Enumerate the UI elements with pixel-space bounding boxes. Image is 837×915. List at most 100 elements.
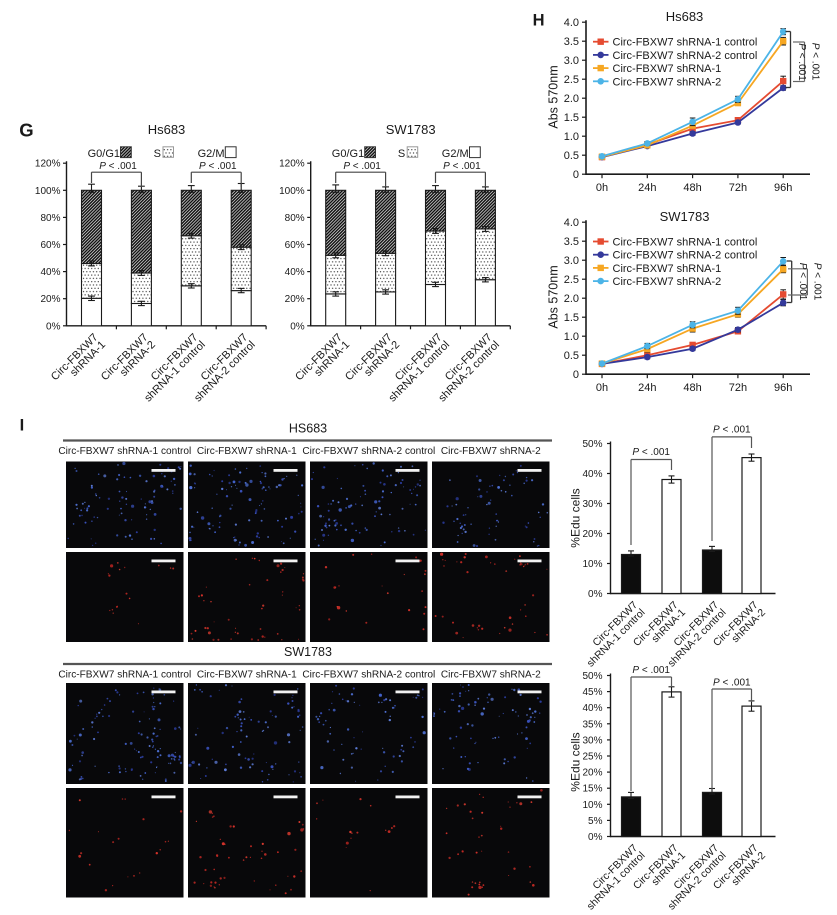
- svg-text:G0/G1: G0/G1: [88, 148, 120, 160]
- svg-text:40%: 40%: [582, 703, 602, 714]
- svg-text:5%: 5%: [588, 816, 603, 827]
- svg-text:120%: 120%: [279, 159, 305, 170]
- svg-text:SW1783: SW1783: [386, 122, 436, 137]
- svg-text:60%: 60%: [285, 240, 305, 251]
- svg-text:Circ-FBXW7 shRNA-2: Circ-FBXW7 shRNA-2: [613, 276, 722, 288]
- svg-text:Abs 570nm: Abs 570nm: [547, 65, 561, 128]
- svg-text:0: 0: [573, 369, 579, 381]
- svg-text:Circ-FBXW7 shRNA-1: Circ-FBXW7 shRNA-1: [613, 63, 722, 75]
- svg-text:Circ-FBXW7 shRNA-2 control: Circ-FBXW7 shRNA-2 control: [613, 250, 758, 262]
- svg-text:P < .001: P < .001: [713, 678, 751, 689]
- svg-text:P < .001: P < .001: [812, 263, 823, 301]
- svg-text:20%: 20%: [40, 294, 60, 305]
- svg-text:48h: 48h: [683, 382, 701, 394]
- svg-text:0.5: 0.5: [564, 150, 579, 162]
- svg-text:Circ-FBXW7 shRNA-2 control: Circ-FBXW7 shRNA-2 control: [302, 670, 435, 681]
- svg-text:Circ-FBXW7 shRNA-2: Circ-FBXW7 shRNA-2: [441, 446, 541, 457]
- svg-text:24h: 24h: [638, 382, 656, 394]
- svg-text:96h: 96h: [774, 382, 792, 394]
- svg-text:SW1783: SW1783: [284, 645, 332, 659]
- svg-text:HS683: HS683: [289, 422, 327, 436]
- svg-text:40%: 40%: [40, 267, 60, 278]
- svg-text:72h: 72h: [729, 182, 747, 194]
- svg-text:Circ-FBXW7 shRNA-1: Circ-FBXW7 shRNA-1: [197, 446, 297, 457]
- svg-text:1.5: 1.5: [564, 112, 579, 124]
- svg-text:100%: 100%: [279, 186, 305, 197]
- svg-text:48h: 48h: [683, 182, 701, 194]
- svg-text:45%: 45%: [582, 687, 602, 698]
- svg-text:Circ-FBXW7 shRNA-2: Circ-FBXW7 shRNA-2: [613, 76, 722, 88]
- svg-text:%Edu cells: %Edu cells: [569, 732, 583, 791]
- svg-text:P < .001: P < .001: [443, 161, 481, 172]
- svg-text:0: 0: [573, 169, 579, 181]
- svg-text:80%: 80%: [285, 213, 305, 224]
- svg-text:96h: 96h: [774, 182, 792, 194]
- svg-text:0%: 0%: [46, 321, 61, 332]
- svg-text:0h: 0h: [596, 382, 608, 394]
- svg-text:G2/M: G2/M: [198, 148, 225, 160]
- svg-text:10%: 10%: [582, 800, 602, 811]
- svg-text:Abs 570nm: Abs 570nm: [547, 265, 561, 328]
- svg-text:Circ-FBXW7 shRNA-1 control: Circ-FBXW7 shRNA-1 control: [613, 37, 758, 49]
- svg-text:15%: 15%: [582, 784, 602, 795]
- svg-text:1.0: 1.0: [564, 131, 579, 143]
- svg-text:%Edu cells: %Edu cells: [569, 488, 583, 547]
- svg-text:120%: 120%: [35, 159, 61, 170]
- svg-text:25%: 25%: [582, 752, 602, 763]
- svg-text:3.5: 3.5: [564, 236, 579, 248]
- svg-text:20%: 20%: [285, 294, 305, 305]
- svg-text:0%: 0%: [588, 832, 603, 843]
- svg-text:H: H: [533, 12, 545, 30]
- svg-text:20%: 20%: [582, 768, 602, 779]
- svg-text:Hs683: Hs683: [148, 122, 186, 137]
- svg-text:72h: 72h: [729, 382, 747, 394]
- svg-text:I: I: [20, 417, 25, 435]
- svg-text:Circ-FBXW7 shRNA-2 control: Circ-FBXW7 shRNA-2 control: [302, 446, 435, 457]
- svg-text:P < .001: P < .001: [199, 161, 237, 172]
- svg-text:P < .001: P < .001: [796, 43, 807, 81]
- svg-text:G0/G1: G0/G1: [332, 148, 364, 160]
- svg-text:10%: 10%: [582, 559, 602, 570]
- svg-text:0%: 0%: [588, 589, 603, 600]
- svg-text:4.0: 4.0: [564, 217, 579, 229]
- svg-text:Circ-FBXW7 shRNA-1 control: Circ-FBXW7 shRNA-1 control: [58, 670, 191, 681]
- svg-text:50%: 50%: [582, 439, 602, 450]
- svg-text:3.0: 3.0: [564, 255, 579, 267]
- svg-text:1.0: 1.0: [564, 331, 579, 343]
- svg-text:S: S: [154, 148, 161, 160]
- svg-text:Hs683: Hs683: [666, 9, 704, 24]
- svg-text:0h: 0h: [596, 182, 608, 194]
- svg-text:0.5: 0.5: [564, 350, 579, 362]
- svg-text:Circ-FBXW7 shRNA-1: Circ-FBXW7 shRNA-1: [613, 263, 722, 275]
- svg-text:G2/M: G2/M: [442, 148, 469, 160]
- svg-text:Circ-FBXW7 shRNA-1: Circ-FBXW7 shRNA-1: [197, 670, 297, 681]
- svg-text:1.5: 1.5: [564, 312, 579, 324]
- svg-text:80%: 80%: [40, 213, 60, 224]
- svg-text:P < .001: P < .001: [632, 447, 670, 458]
- svg-text:35%: 35%: [582, 719, 602, 730]
- svg-text:60%: 60%: [40, 240, 60, 251]
- svg-text:40%: 40%: [285, 267, 305, 278]
- svg-text:2.5: 2.5: [564, 274, 579, 286]
- svg-text:30%: 30%: [582, 735, 602, 746]
- svg-text:Circ-FBXW7 shRNA-2 control: Circ-FBXW7 shRNA-2 control: [613, 50, 758, 62]
- svg-text:4.0: 4.0: [564, 17, 579, 29]
- svg-text:20%: 20%: [582, 529, 602, 540]
- svg-text:SW1783: SW1783: [660, 209, 710, 224]
- svg-text:3.5: 3.5: [564, 36, 579, 48]
- svg-text:2.0: 2.0: [564, 93, 579, 105]
- svg-text:P < .001: P < .001: [797, 263, 808, 301]
- svg-text:2.0: 2.0: [564, 293, 579, 305]
- svg-text:Circ-FBXW7 shRNA-1 control: Circ-FBXW7 shRNA-1 control: [58, 446, 191, 457]
- svg-text:Circ-FBXW7 shRNA-2: Circ-FBXW7 shRNA-2: [441, 670, 541, 681]
- svg-text:P < .001: P < .001: [810, 43, 821, 81]
- svg-text:24h: 24h: [638, 182, 656, 194]
- svg-text:P < .001: P < .001: [99, 161, 137, 172]
- svg-text:50%: 50%: [582, 671, 602, 682]
- svg-text:30%: 30%: [582, 499, 602, 510]
- svg-text:Circ-FBXW7 shRNA-1 control: Circ-FBXW7 shRNA-1 control: [613, 237, 758, 249]
- svg-text:2.5: 2.5: [564, 74, 579, 86]
- svg-text:P < .001: P < .001: [343, 161, 381, 172]
- svg-text:40%: 40%: [582, 469, 602, 480]
- svg-text:100%: 100%: [35, 186, 61, 197]
